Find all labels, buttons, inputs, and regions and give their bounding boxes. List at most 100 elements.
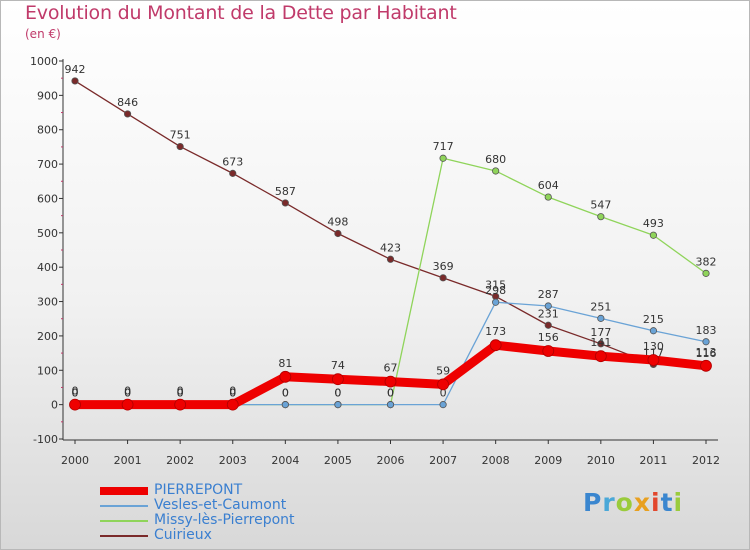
data-label: 673	[222, 155, 243, 168]
y-tick-label: -100	[33, 433, 58, 446]
data-label: 298	[485, 284, 506, 297]
data-label: 81	[278, 357, 292, 370]
data-point	[544, 302, 552, 310]
data-label: 751	[170, 129, 191, 142]
x-tick-label: 2007	[429, 454, 457, 467]
data-label: 0	[72, 385, 79, 398]
data-label: 59	[436, 364, 450, 377]
legend-label: Missy-lès-Pierrepont	[154, 512, 295, 528]
data-point	[649, 231, 658, 239]
data-label: 177	[590, 326, 611, 339]
y-tick-label: 300	[37, 296, 58, 309]
data-label: 717	[433, 140, 454, 153]
data-label: 0	[282, 387, 289, 400]
data-point	[492, 167, 500, 175]
data-point	[542, 345, 555, 357]
data-point	[439, 274, 447, 282]
data-point	[281, 199, 289, 207]
legend-item: Missy-lès-Pierrepont	[100, 513, 420, 528]
x-tick-label: 2010	[587, 454, 615, 467]
data-label: 604	[538, 179, 559, 192]
data-label: 846	[117, 96, 138, 109]
data-label: 0	[124, 387, 131, 400]
legend-item: PIERREPONT	[100, 483, 420, 498]
data-point	[489, 339, 502, 352]
data-label: 369	[433, 260, 454, 273]
data-point	[597, 314, 605, 322]
data-label: 67	[384, 362, 398, 375]
data-point	[386, 255, 395, 263]
data-label: 942	[65, 63, 86, 76]
data-point	[386, 401, 395, 409]
x-tick-label: 2003	[219, 454, 247, 467]
x-tick-label: 2004	[271, 454, 299, 467]
data-label: 141	[590, 336, 611, 349]
x-tick-label: 2001	[114, 454, 142, 467]
legend-label: Cuirieux	[154, 527, 212, 543]
data-label: 130	[643, 340, 664, 353]
data-label: 251	[590, 300, 611, 313]
data-point	[702, 269, 710, 277]
x-tick-label: 2000	[61, 454, 89, 467]
data-point	[439, 154, 447, 162]
data-label: 0	[177, 387, 184, 400]
data-point	[123, 110, 132, 118]
legend-item: Cuirieux	[100, 528, 420, 543]
logo-letter: i	[651, 488, 661, 517]
x-tick-label: 2011	[639, 454, 667, 467]
y-tick-label: 1000	[30, 55, 58, 68]
y-tick-label: 900	[37, 89, 58, 102]
data-point	[597, 340, 605, 348]
data-label: 0	[124, 385, 131, 398]
data-point	[700, 359, 712, 372]
y-tick-label: 600	[37, 192, 58, 205]
logo-letter: P	[583, 488, 603, 517]
data-point	[332, 373, 344, 386]
data-label: 680	[485, 153, 506, 166]
chart-title: Evolution du Montant de la Dette par Hab…	[25, 2, 457, 24]
y-tick-label: 800	[37, 124, 58, 137]
data-point	[176, 142, 184, 151]
legend-swatch	[100, 520, 148, 522]
data-point	[649, 327, 658, 335]
logo-letter: i	[673, 488, 684, 517]
data-label: 0	[72, 387, 79, 400]
legend-swatch	[100, 487, 148, 495]
proxiti-logo: Proxiti	[583, 488, 683, 517]
x-tick-label: 2002	[166, 454, 194, 467]
logo-letter: x	[633, 488, 651, 517]
data-label: 0	[387, 387, 394, 400]
y-tick-label: 0	[51, 399, 58, 412]
data-point	[647, 354, 660, 366]
data-label: 215	[643, 313, 664, 326]
data-label: 231	[538, 307, 559, 320]
data-label: 0	[229, 387, 236, 400]
data-point	[384, 375, 397, 388]
data-label: 0	[72, 387, 79, 400]
chart-unit: (en €)	[25, 27, 61, 41]
data-label: 493	[643, 217, 664, 230]
data-label: 0	[177, 387, 184, 400]
data-point	[229, 169, 237, 177]
data-point	[281, 401, 289, 409]
legend-label: PIERREPONT	[154, 482, 243, 498]
data-point	[71, 77, 79, 85]
data-point	[597, 213, 605, 221]
data-label: 0	[229, 387, 236, 400]
logo-letter: t	[660, 488, 674, 517]
data-label: 0	[124, 387, 131, 400]
y-tick-label: 700	[37, 158, 58, 171]
data-label: 113	[696, 346, 717, 359]
data-label: 156	[538, 331, 559, 344]
data-label: 0	[387, 387, 394, 400]
data-label: 183	[696, 324, 717, 337]
data-point	[334, 401, 342, 409]
data-label: 315	[485, 278, 506, 291]
data-label: 173	[485, 325, 506, 338]
y-tick-label: 200	[37, 330, 58, 343]
legend-label: Vesles-et-Caumont	[154, 497, 287, 513]
data-label: 587	[275, 185, 296, 198]
logo-letter: r	[602, 488, 616, 517]
data-point	[702, 338, 710, 346]
